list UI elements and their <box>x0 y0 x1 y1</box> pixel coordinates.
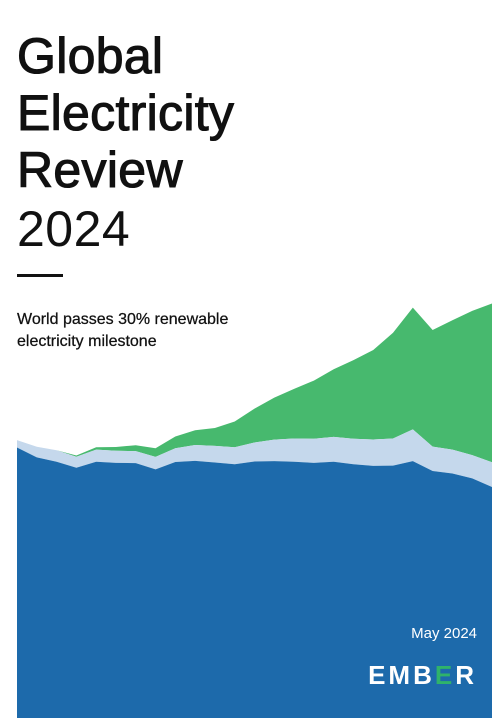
title-line: Electricity <box>16 84 235 141</box>
nuclear-area <box>17 429 492 488</box>
logo-text: EMB <box>368 660 435 690</box>
publication-date: May 2024 <box>411 625 477 642</box>
logo-text: R <box>455 660 477 690</box>
chart-base-fill <box>17 620 492 718</box>
title-year: 2024 <box>17 201 131 257</box>
ember-logo: EMBER <box>368 660 477 691</box>
fossil-area <box>17 447 492 620</box>
report-title: Global Electricity Review 2024 <box>16 27 235 258</box>
renewables-area <box>17 303 492 463</box>
title-line: Review <box>16 141 183 198</box>
logo-accent-letter: E <box>434 660 456 690</box>
title-line: Global <box>16 27 164 84</box>
report-subtitle: World passes 30% renewable electricity m… <box>17 311 229 350</box>
title-divider <box>17 274 63 277</box>
